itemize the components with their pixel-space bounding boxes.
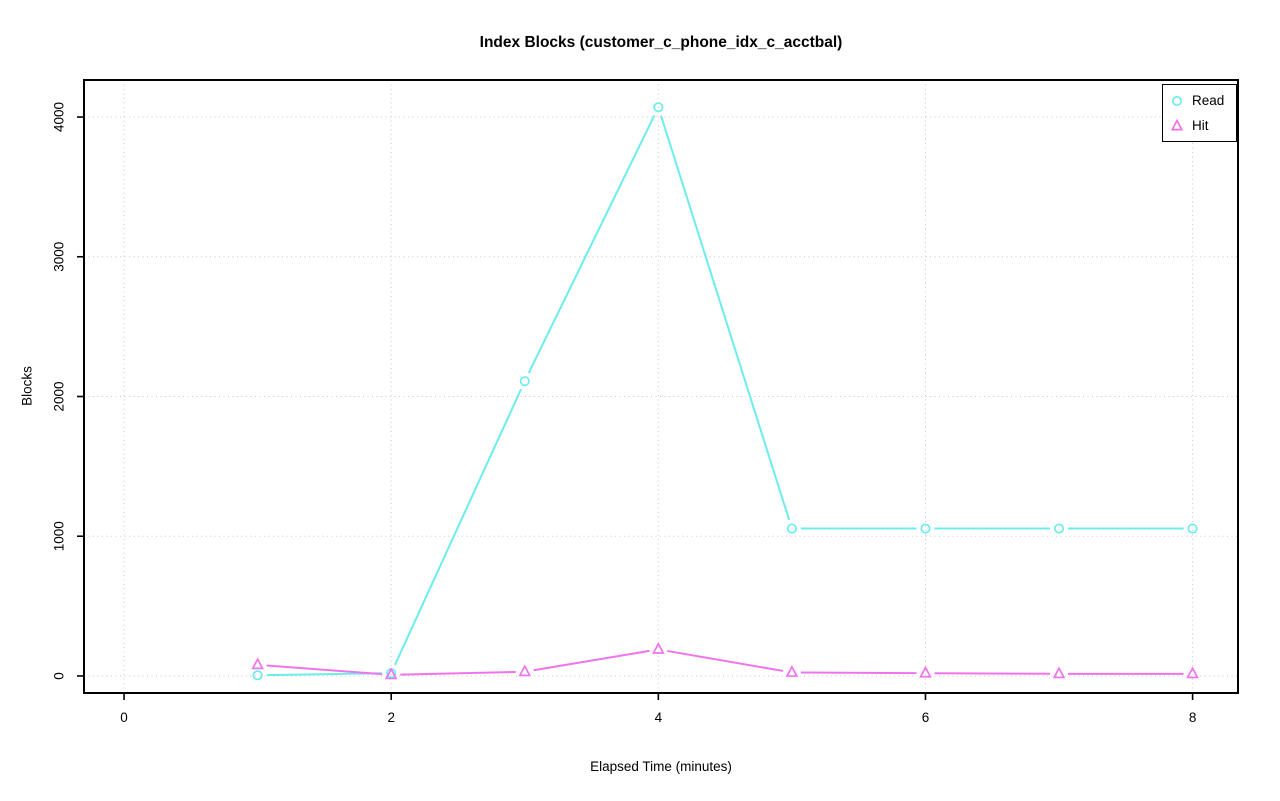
x-tick-label: 4 <box>655 710 663 725</box>
read-marker <box>519 376 530 387</box>
x-tick-label: 0 <box>120 710 128 725</box>
y-tick-label: 4000 <box>52 102 67 132</box>
read-marker <box>786 523 797 534</box>
read-marker <box>1187 523 1198 534</box>
legend-label-hit: Hit <box>1192 117 1209 133</box>
hit-marker <box>1052 666 1066 679</box>
read-marker <box>252 670 263 681</box>
x-tick-label: 2 <box>387 710 395 725</box>
hit-marker <box>785 665 799 677</box>
x-tick-label: 6 <box>922 710 930 725</box>
chart-title: Index Blocks (customer_c_phone_idx_c_acc… <box>479 34 843 51</box>
read-marker-icon <box>1171 95 1183 106</box>
hit-marker <box>518 664 532 677</box>
x-axis-title: Elapsed Time (minutes) <box>590 759 732 774</box>
hit-marker <box>384 667 398 680</box>
y-tick-label: 2000 <box>52 381 67 411</box>
y-tick-label: 3000 <box>52 242 67 272</box>
hit-series-line <box>667 649 784 672</box>
hit-series-line <box>934 672 1051 675</box>
read-marker <box>920 523 931 534</box>
hit-series-line <box>533 649 650 672</box>
legend-item-hit: Hit <box>1163 115 1236 137</box>
y-tick-label: 0 <box>52 672 67 680</box>
x-tick-label: 8 <box>1189 710 1197 725</box>
read-marker <box>1053 523 1065 534</box>
hit-series-line <box>400 670 516 676</box>
y-tick-label: 1000 <box>52 521 67 551</box>
hit-marker <box>919 665 932 678</box>
read-series-line <box>394 388 522 666</box>
hit-marker-icon <box>1170 118 1184 130</box>
hit-series-line <box>800 671 917 675</box>
read-series-line <box>527 114 656 374</box>
legend-label-read: Read <box>1192 92 1225 108</box>
hit-marker <box>251 657 264 670</box>
hit-series-line <box>266 664 383 676</box>
hit-marker <box>1186 666 1199 679</box>
hit-marker <box>652 641 665 654</box>
read-series-line <box>660 115 791 521</box>
plot-border <box>83 79 1239 694</box>
legend-item-read: Read <box>1163 90 1236 112</box>
legend: Read Hit <box>1162 84 1237 142</box>
read-marker <box>653 102 664 113</box>
